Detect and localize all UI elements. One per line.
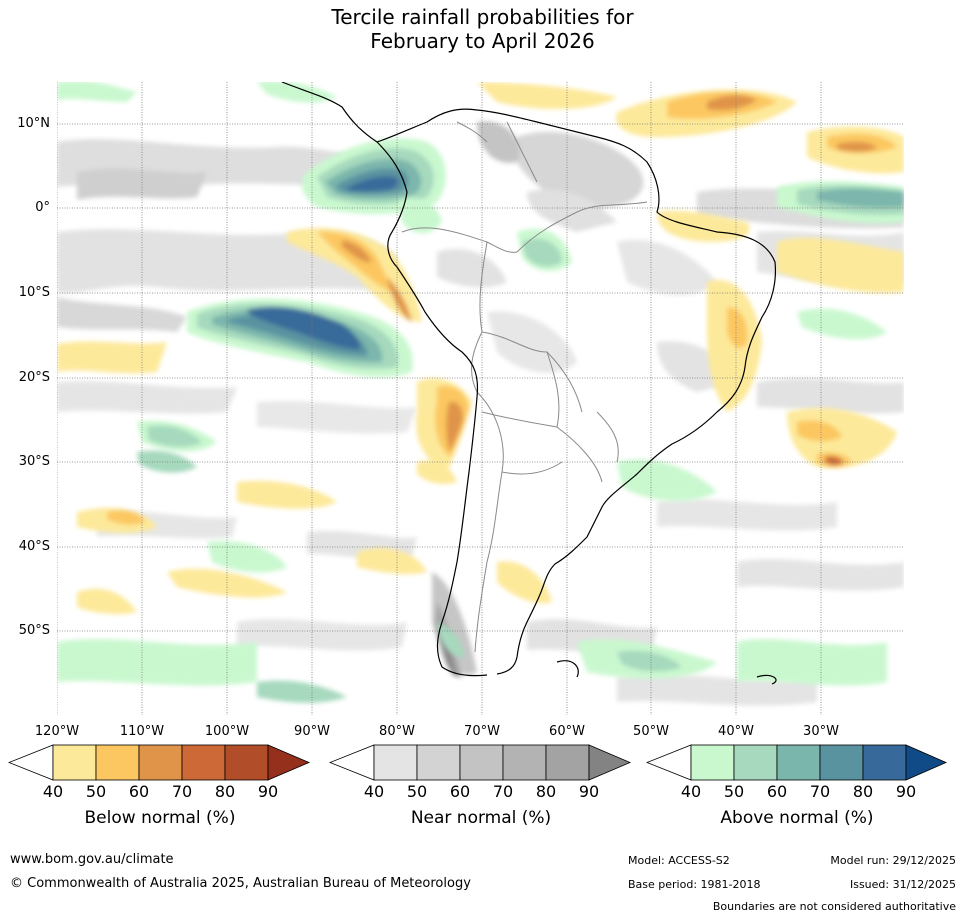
near-swatch-40-50 [373,744,418,781]
lat-label-40s: 40°S [18,539,50,554]
below-tick-50: 50 [85,782,107,801]
lon-label-80w: 80°W [379,724,415,739]
near-normal-title: Near normal (%) [410,808,552,828]
coastline [281,82,777,685]
lat-label-50s: 50°S [18,623,50,638]
below-normal-title: Below normal (%) [84,808,236,828]
lon-label-70w: 70°W [464,724,500,739]
near-tick-40: 40 [363,782,385,801]
above-swatch-over [905,744,947,781]
above-normal-colorbar [646,744,947,781]
below-swatch-over [267,744,310,781]
rainfall-probability-map [57,82,904,715]
near-swatch-50-60 [416,744,461,781]
below-swatch-50-60 [95,744,140,781]
footer-copyright: © Commonwealth of Australia 2025, Austra… [10,876,471,891]
graticule [57,82,904,715]
above-normal-title: Above normal (%) [720,808,874,828]
near-tick-50: 50 [406,782,428,801]
below-swatch-80-90 [224,744,269,781]
near-swatch-60-70 [459,744,504,781]
near-tick-90: 90 [578,782,600,801]
above-swatch-60-70 [776,744,821,781]
below-tick-90: 90 [257,782,279,801]
above-tick-80: 80 [852,782,874,801]
near-tick-60: 60 [449,782,471,801]
lon-label-110w: 110°W [119,724,165,739]
near-swatch-70-80 [502,744,547,781]
above-tick-70: 70 [809,782,831,801]
below-normal-colorbar [8,744,310,781]
above-swatch-50-60 [733,744,778,781]
map-title-line2: February to April 2026 [370,29,595,53]
above-tick-60: 60 [766,782,788,801]
lon-label-120w: 120°W [34,724,80,739]
above-tick-40: 40 [680,782,702,801]
country-borders [401,121,648,653]
footer-issued: Issued: 31/12/2025 [849,878,956,891]
below-swatch-70-80 [181,744,226,781]
below-tick-60: 60 [128,782,150,801]
near-normal-colorbar [329,744,631,781]
below-swatch-under [8,744,54,781]
footer-url[interactable]: www.bom.gov.au/climate [10,852,174,867]
lat-label-0: 0° [35,200,50,215]
above-tick-90: 90 [895,782,917,801]
near-tick-70: 70 [492,782,514,801]
lon-label-90w: 90°W [294,724,330,739]
above-swatch-40-50 [690,744,735,781]
above-swatch-under [646,744,692,781]
lat-label-20s: 20°S [18,370,50,385]
near-swatch-under [329,744,375,781]
above-tick-50: 50 [723,782,745,801]
near-swatch-80-90 [545,744,590,781]
lon-label-30w: 30°W [803,724,839,739]
below-tick-80: 80 [214,782,236,801]
near-swatch-over [588,744,631,781]
above-swatch-80-90 [862,744,907,781]
lat-label-30s: 30°S [18,454,50,469]
footer-model: Model: ACCESS-S2 [628,854,730,867]
lon-label-40w: 40°W [718,724,754,739]
lon-label-50w: 50°W [633,724,669,739]
lat-label-10n: 10°N [17,116,50,131]
footer-disclaimer: Boundaries are not considered authoritat… [712,900,956,913]
below-swatch-40-50 [52,744,97,781]
below-tick-70: 70 [171,782,193,801]
below-tick-40: 40 [42,782,64,801]
above-normal-shading [57,82,904,703]
near-tick-80: 80 [535,782,557,801]
footer-base-period: Base period: 1981-2018 [628,878,761,891]
lon-label-100w: 100°W [204,724,250,739]
below-swatch-60-70 [138,744,183,781]
footer-model-run: Model run: 29/12/2025 [830,854,956,867]
above-swatch-70-80 [819,744,864,781]
map-title-line1: Tercile rainfall probabilities for [331,5,634,29]
lon-label-60w: 60°W [549,724,585,739]
lat-label-10s: 10°S [18,285,50,300]
